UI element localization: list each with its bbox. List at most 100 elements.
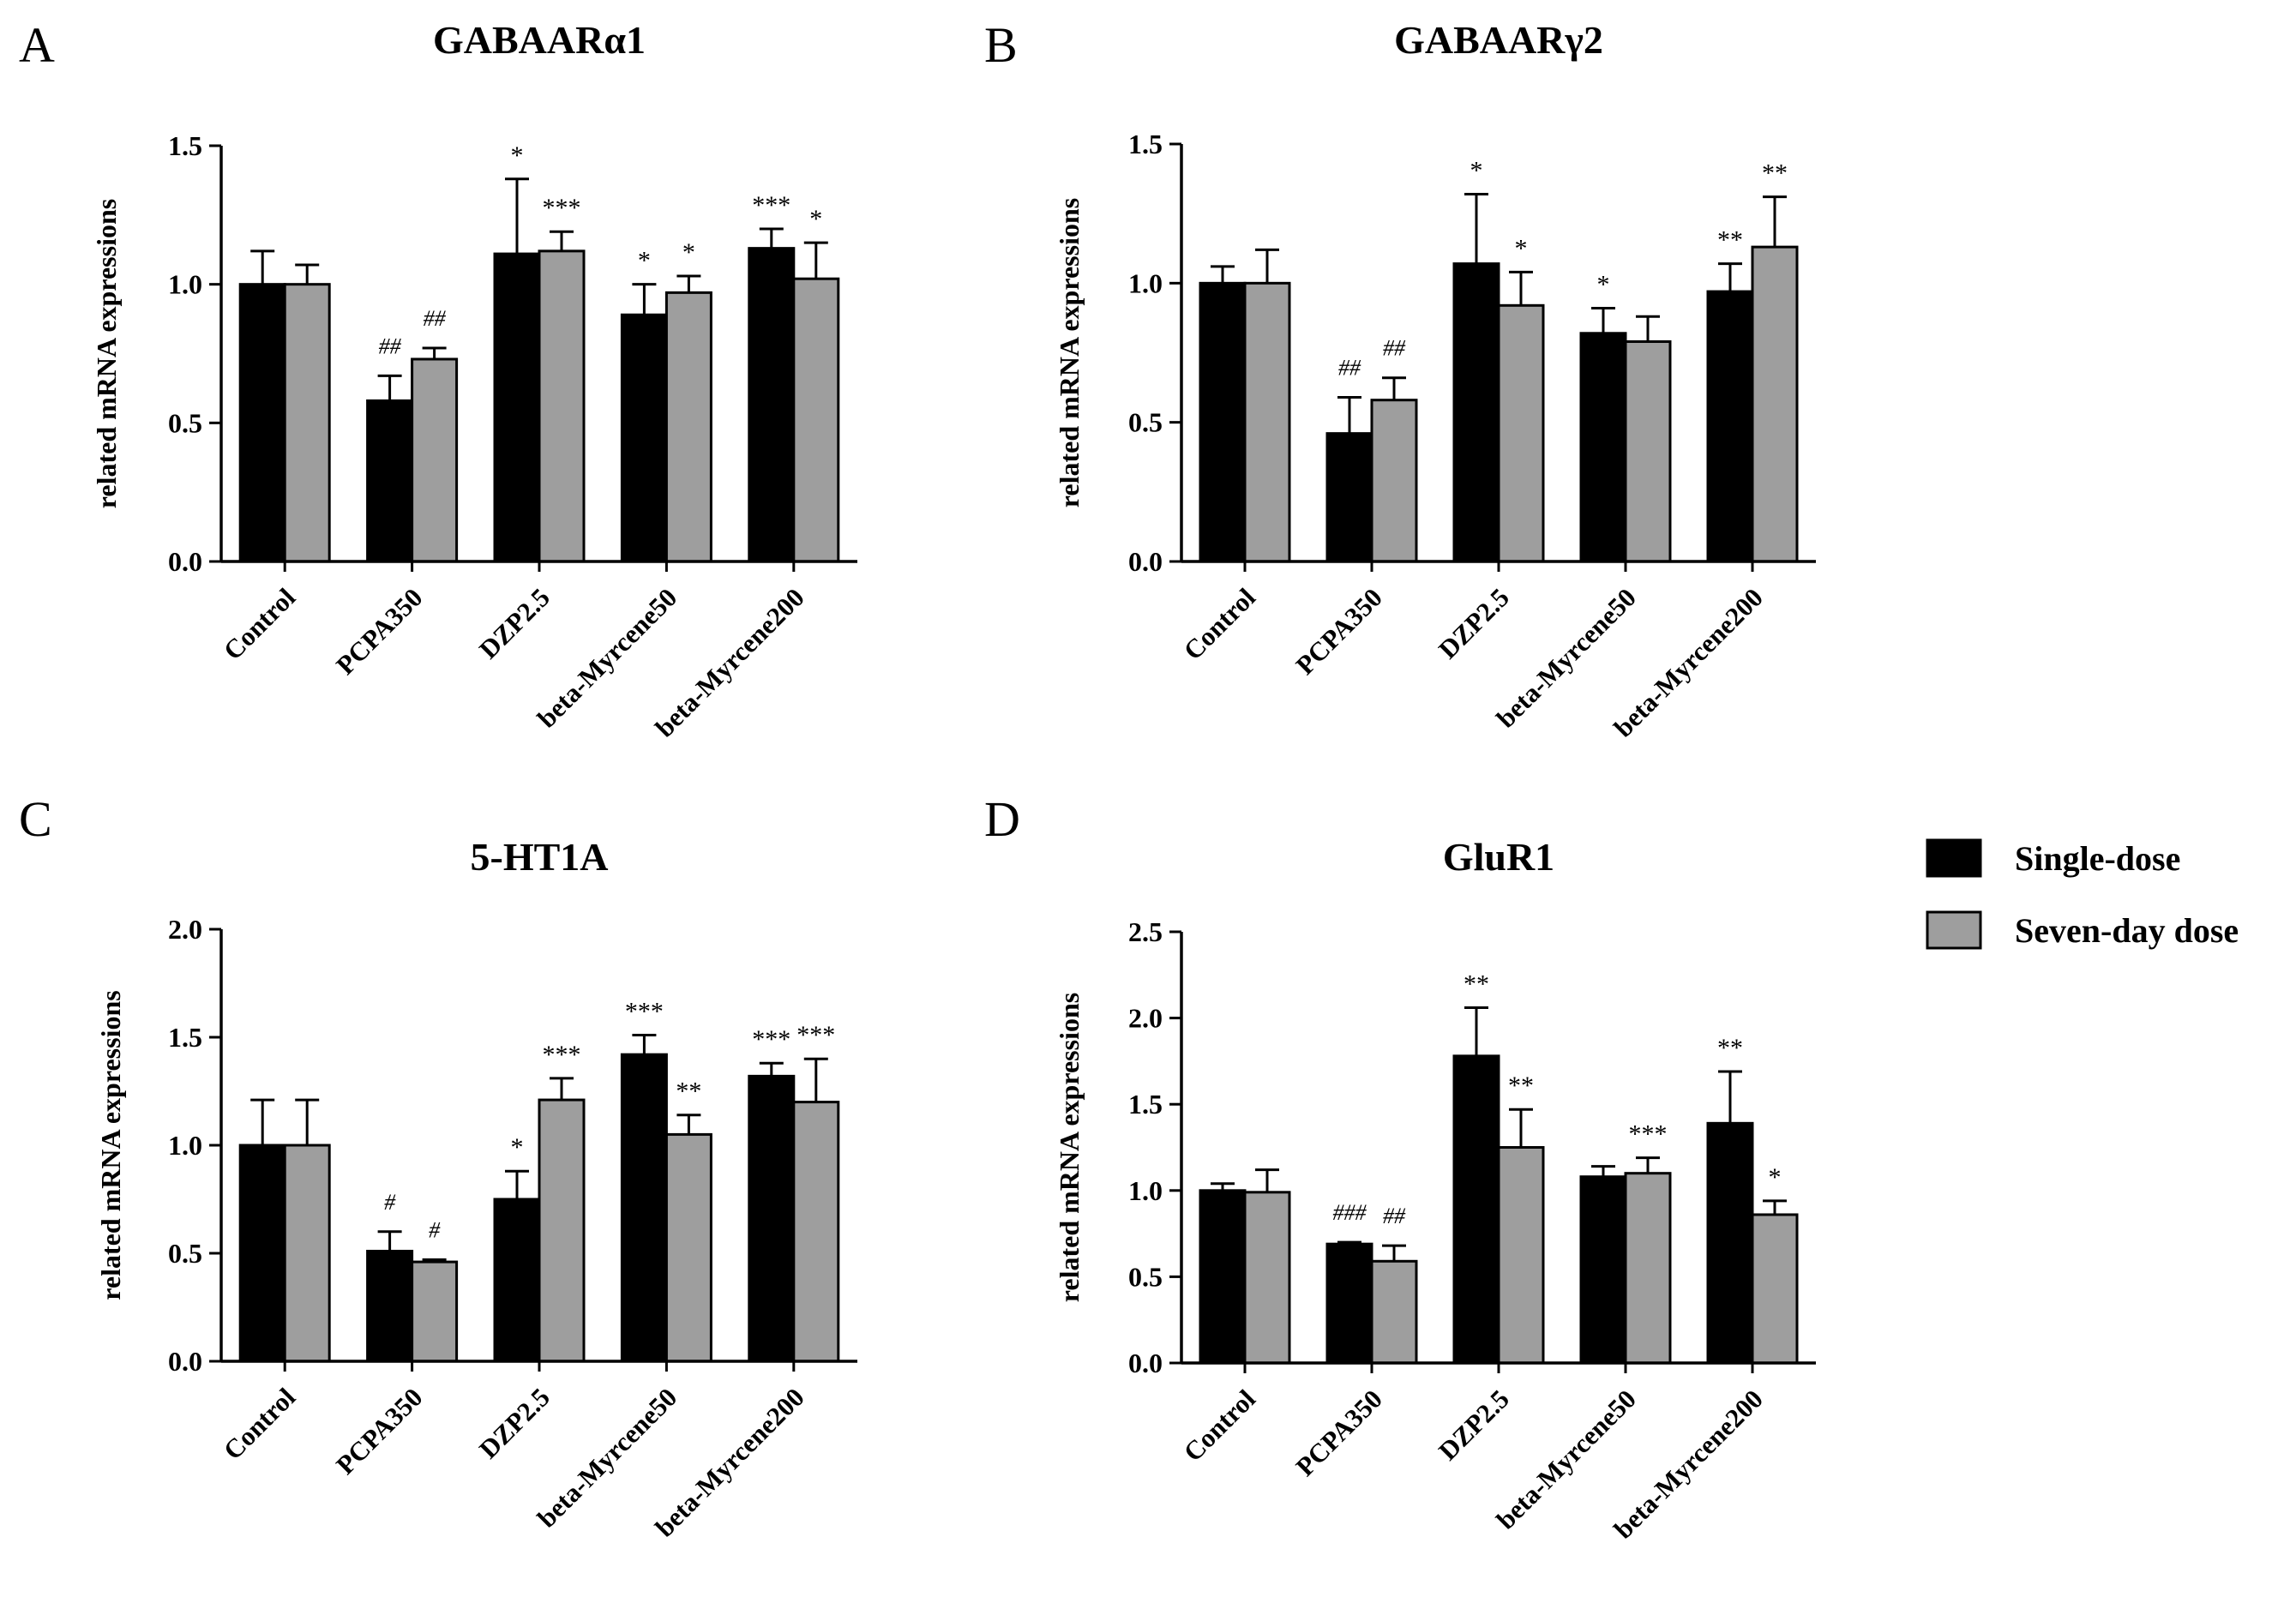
bar-b-2-single [1452, 262, 1500, 563]
bar-a-1-seven-day [411, 357, 459, 563]
bar-c-4-single [748, 1074, 796, 1363]
bar-d-3-single [1579, 1175, 1627, 1365]
bar-c-2-seven-day [538, 1098, 586, 1363]
bar-d-1-seven-day [1370, 1259, 1418, 1365]
bar-c-2-single [493, 1198, 541, 1363]
y-tick-label-b-2: 1.0 [1128, 267, 1163, 298]
chart-panel-b: B GABAARγ2 related mRNA expressions Control… [984, 17, 1816, 743]
significance-d-3-seven-day: *** [1629, 1120, 1668, 1149]
significance-d-1-seven-day: ## [1383, 1204, 1406, 1228]
bar-a-3-seven-day [664, 291, 712, 563]
legend-swatch-single-dose [1926, 838, 1982, 878]
significance-a-2-seven-day: *** [543, 194, 581, 222]
bar-b-4-single [1706, 290, 1754, 563]
bar-a-2-single [493, 252, 541, 563]
y-tick-label-c-4: 2.0 [168, 914, 202, 945]
x-tick-label-c-2: DZP2.5 [473, 1382, 556, 1464]
y-axis-label-b: related mRNA expressions [1054, 198, 1085, 507]
significance-b-2-seven-day: * [1515, 234, 1528, 262]
y-tick-label-a-2: 1.0 [168, 269, 202, 300]
legend-swatch-seven-day-dose [1926, 910, 1982, 950]
x-tick-label-a-1: PCPA350 [330, 582, 428, 680]
y-axis-label-d: related mRNA expressions [1054, 993, 1085, 1302]
significance-d-2-seven-day: ** [1508, 1072, 1534, 1100]
chart-title-c: 5-HT1A [471, 835, 609, 879]
bar-d-3-seven-day [1624, 1172, 1672, 1365]
significance-a-1-seven-day: ## [424, 306, 447, 331]
significance-a-3-seven-day: * [682, 238, 695, 267]
y-tick-label-d-2: 1.0 [1128, 1175, 1163, 1206]
y-tick-label-a-0: 0.0 [168, 546, 202, 577]
significance-b-1-single: ## [1338, 355, 1361, 380]
significance-d-1-single: ### [1333, 1200, 1367, 1225]
significance-b-2-single: * [1470, 156, 1483, 184]
y-axis-label-c: related mRNA expressions [95, 990, 126, 1300]
bar-b-3-seven-day [1624, 340, 1672, 563]
bar-d-4-single [1706, 1121, 1754, 1365]
y-tick-label-c-0: 0.0 [168, 1346, 202, 1377]
y-tick-label-d-4: 2.0 [1128, 1003, 1163, 1034]
x-tick-label-a-2: DZP2.5 [473, 582, 556, 664]
significance-c-3-seven-day: ** [676, 1078, 701, 1106]
bar-a-0-single [238, 283, 286, 563]
panel-letter-b: B [984, 17, 1018, 73]
panel-letter-c: C [19, 791, 52, 847]
significance-d-4-seven-day: * [1769, 1163, 1782, 1192]
bar-a-4-single [748, 247, 796, 563]
legend-label-seven-day-dose: Seven-day dose [2015, 911, 2239, 950]
legend-label-single-dose: Single-dose [2015, 839, 2180, 878]
y-tick-label-d-0: 0.0 [1128, 1348, 1163, 1378]
significance-b-1-seven-day: ## [1383, 336, 1406, 361]
y-tick-label-a-1: 0.5 [168, 407, 202, 438]
significance-c-4-single: *** [752, 1025, 790, 1054]
y-axis-label-a: related mRNA expressions [91, 199, 122, 508]
chart-title-d: GluR1 [1443, 835, 1554, 879]
bar-a-2-seven-day [538, 249, 586, 563]
y-tick-label-c-2: 1.0 [168, 1130, 202, 1161]
bar-d-4-seven-day [1751, 1213, 1799, 1365]
y-tick-label-b-1: 0.5 [1128, 407, 1163, 438]
x-tick-label-b-0: Control [1178, 582, 1262, 666]
y-tick-label-c-3: 1.5 [168, 1022, 202, 1053]
significance-a-4-seven-day: * [809, 205, 822, 233]
bar-a-3-single [620, 313, 668, 563]
bar-d-1-single [1325, 1242, 1373, 1365]
y-tick-label-d-3: 1.5 [1128, 1089, 1163, 1120]
bar-c-4-seven-day [792, 1101, 840, 1363]
legend: Single-dose Seven-day dose [1926, 838, 2239, 950]
y-tick-label-d-1: 0.5 [1128, 1261, 1163, 1292]
chart-panel-c: C 5-HT1A related mRNA expressions Control # #… [19, 791, 857, 1543]
bar-d-0-single [1199, 1189, 1247, 1365]
bar-c-0-seven-day [283, 1144, 331, 1363]
x-tick-label-d-0: Control [1178, 1384, 1262, 1468]
y-tick-label-b-0: 0.0 [1128, 546, 1163, 577]
bar-b-0-single [1199, 281, 1247, 563]
bar-c-3-single [620, 1053, 668, 1363]
x-tick-label-a-0: Control [218, 582, 302, 666]
significance-c-3-single: *** [625, 997, 664, 1025]
bar-a-4-seven-day [792, 277, 840, 563]
bar-b-1-single [1325, 432, 1373, 563]
significance-a-1-single: ## [379, 333, 402, 358]
x-tick-label-d-2: DZP2.5 [1433, 1384, 1515, 1466]
significance-d-4-single: ** [1717, 1034, 1743, 1062]
bar-b-3-single [1579, 332, 1627, 563]
significance-b-4-seven-day: ** [1762, 159, 1788, 188]
bar-b-0-seven-day [1243, 281, 1291, 563]
chart-title-b: GABAARγ2 [1394, 18, 1603, 62]
panels-group: A GABAARα1 related mRNA expressions Control… [19, 17, 1816, 1545]
panel-letter-a: A [19, 17, 55, 73]
bar-a-1-single [366, 399, 414, 563]
bar-d-2-seven-day [1497, 1146, 1545, 1365]
significance-d-2-single: ** [1464, 970, 1489, 999]
bar-b-4-seven-day [1751, 245, 1799, 563]
y-tick-label-d-5: 2.5 [1128, 916, 1163, 947]
x-tick-label-d-1: PCPA350 [1289, 1384, 1387, 1481]
chart-title-a: GABAARα1 [433, 18, 646, 62]
y-tick-label-a-3: 1.5 [168, 130, 202, 161]
bar-b-1-seven-day [1370, 399, 1418, 563]
y-tick-label-c-1: 0.5 [168, 1238, 202, 1269]
panel-letter-d: D [984, 791, 1020, 847]
